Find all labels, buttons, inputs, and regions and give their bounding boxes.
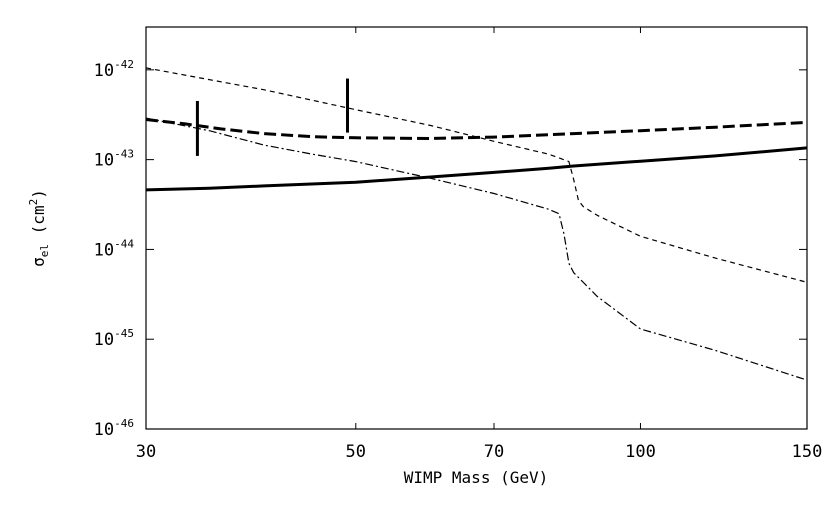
y-axis-label-unit-sup: 2 bbox=[27, 199, 40, 206]
x-tick-label: 30 bbox=[136, 442, 156, 462]
y-axis: 10-42 10-43 10-44 10-45 10-46 bbox=[94, 58, 807, 440]
x-tick-label: 70 bbox=[484, 442, 504, 462]
series-dash-dot-line bbox=[145, 117, 808, 381]
y-tick-label: 10-45 bbox=[94, 327, 134, 350]
y-axis-label: σel (cm2) bbox=[27, 189, 51, 267]
x-tick-label: 150 bbox=[792, 442, 823, 462]
y-tick-label: 10-44 bbox=[94, 237, 135, 260]
series-thin-dashed-line bbox=[145, 67, 808, 283]
y-axis-label-base: σ bbox=[29, 257, 48, 267]
plot-frame bbox=[145, 26, 808, 430]
markers-group bbox=[195, 78, 349, 156]
series-thick-dashed-line bbox=[145, 118, 808, 140]
y-axis-label-unit-open: (cm bbox=[29, 205, 48, 244]
x-axis: 30 50 70 100 150 bbox=[136, 27, 823, 462]
x-tick-label: 50 bbox=[346, 442, 366, 462]
y-axis-label-sub: el bbox=[38, 244, 51, 257]
y-axis-label-unit-close: ) bbox=[29, 189, 48, 199]
x-axis-label: WIMP Mass (GeV) bbox=[404, 468, 549, 487]
x-tick-label: 100 bbox=[625, 442, 656, 462]
y-tick-label: 10-43 bbox=[94, 148, 134, 171]
y-tick-label: 10-42 bbox=[94, 58, 134, 81]
series-group bbox=[145, 67, 808, 381]
y-tick-label: 10-46 bbox=[94, 417, 134, 440]
series-solid-line bbox=[145, 146, 808, 192]
